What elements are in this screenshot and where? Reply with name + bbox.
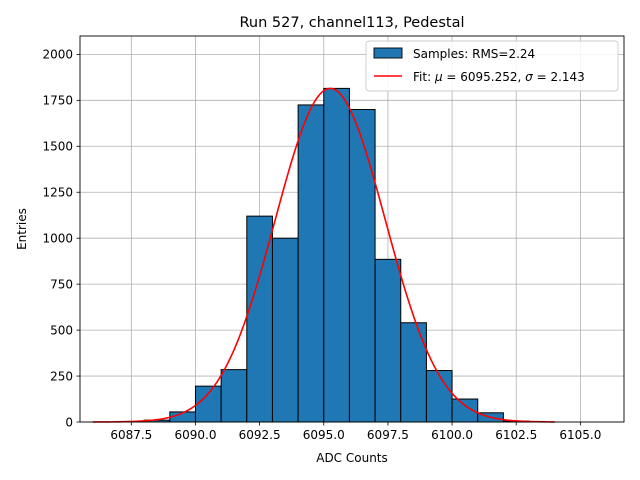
y-axis-label: Entries bbox=[15, 208, 29, 250]
legend-sigma-value: = 2.143 bbox=[533, 70, 585, 84]
y-tick-label: 500 bbox=[50, 323, 73, 337]
histogram-bar bbox=[323, 87, 350, 423]
legend-label-samples: Samples: RMS=2.24 bbox=[413, 47, 535, 61]
x-axis-ticks: 6087.5 6090.0 6092.5 6095.0 6097.5 6100.0 6102… bbox=[110, 422, 601, 442]
x-tick-label: 6097.5 bbox=[367, 428, 409, 442]
plot-frame bbox=[79, 35, 625, 423]
x-axis-label: ADC Counts bbox=[316, 451, 388, 465]
y-tick-label: 250 bbox=[50, 369, 73, 383]
y-tick-label: 1000 bbox=[42, 231, 73, 245]
y-tick-label: 1750 bbox=[42, 94, 73, 108]
legend: Samples: RMS=2.24 Fit: μ = 6095.252, σ =… bbox=[365, 40, 619, 92]
legend-box bbox=[365, 40, 619, 92]
y-tick-label: 0 bbox=[65, 415, 73, 429]
y-axis-ticks: 0 250 500 750 1000 1250 1500 1750 2000 bbox=[42, 48, 80, 429]
x-tick-label: 6105.0 bbox=[559, 428, 601, 442]
histogram-bars bbox=[117, 87, 530, 423]
legend-fit-prefix: Fit: bbox=[413, 70, 435, 84]
histogram-bar bbox=[271, 237, 299, 423]
legend-patch-samples bbox=[373, 47, 403, 59]
x-tick-label: 6090.0 bbox=[174, 428, 216, 442]
chart-title: Run 527, channel113, Pedestal bbox=[239, 15, 464, 31]
legend-mu-value: = 6095.252, bbox=[443, 70, 526, 84]
legend-sigma-symbol: σ bbox=[525, 70, 533, 84]
fit-curve bbox=[92, 87, 555, 423]
histogram-bar bbox=[400, 322, 427, 423]
y-tick-label: 1250 bbox=[42, 186, 73, 200]
x-tick-label: 6095.0 bbox=[303, 428, 345, 442]
legend-mu-symbol: μ bbox=[434, 70, 443, 84]
histogram-bar bbox=[194, 385, 222, 423]
histogram-bar bbox=[348, 109, 376, 423]
x-tick-label: 6092.5 bbox=[239, 428, 281, 442]
y-tick-label: 2000 bbox=[42, 48, 73, 62]
histogram-bar bbox=[425, 370, 453, 423]
histogram-bar bbox=[374, 258, 402, 423]
histogram-bar bbox=[297, 104, 325, 423]
y-tick-label: 1500 bbox=[42, 140, 73, 154]
legend-label-fit: Fit: μ = 6095.252, σ = 2.143 bbox=[413, 70, 585, 84]
histogram-bar bbox=[246, 215, 273, 423]
x-tick-label: 6087.5 bbox=[110, 428, 152, 442]
x-tick-label: 6102.5 bbox=[495, 428, 537, 442]
histogram-bar bbox=[220, 369, 248, 423]
y-tick-label: 750 bbox=[50, 277, 73, 291]
x-tick-label: 6100.0 bbox=[431, 428, 473, 442]
